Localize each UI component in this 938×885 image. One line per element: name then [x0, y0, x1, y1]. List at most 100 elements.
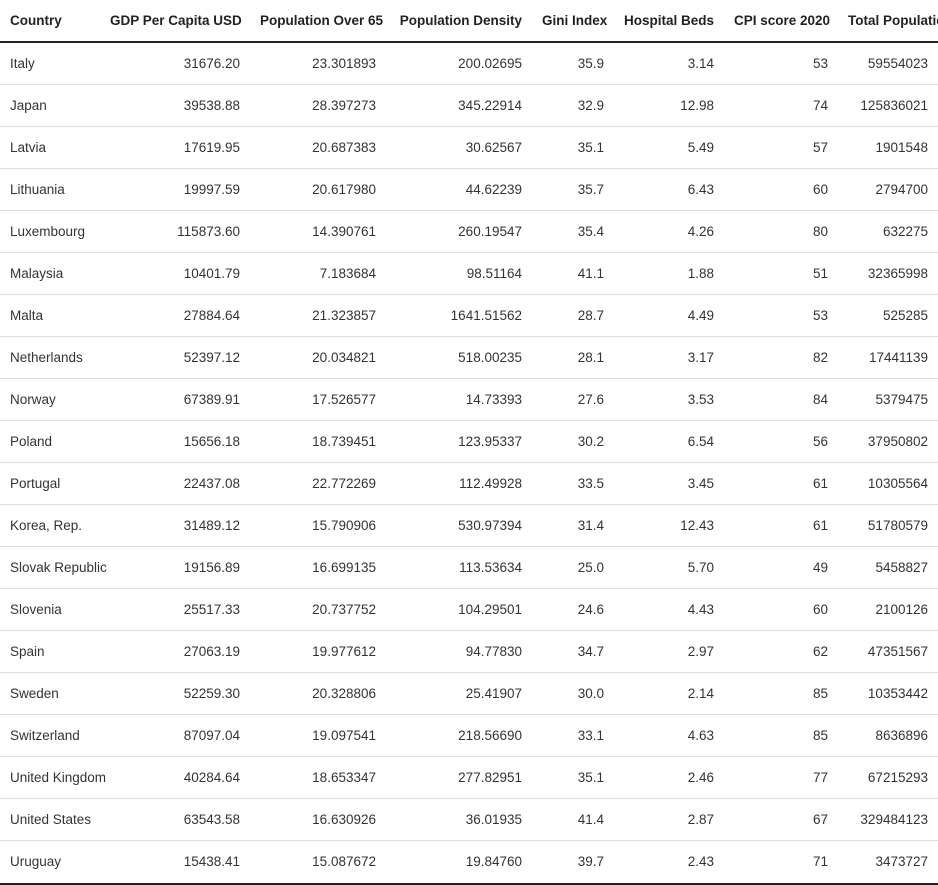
column-header[interactable]: Country — [0, 0, 100, 43]
value-cell: 22437.08 — [100, 462, 250, 505]
value-cell: 28.7 — [532, 294, 614, 337]
value-cell: 67389.91 — [100, 378, 250, 421]
value-cell: 3473727 — [875, 853, 928, 869]
value-cell: 218.56690 — [386, 714, 532, 757]
column-header[interactable]: Population Density — [386, 0, 532, 43]
table-row: Sweden 52259.30 20.328806 25.41907 30.0 2.14 8… — [0, 672, 938, 715]
value-cell: 33.1 — [532, 714, 614, 757]
value-cell: 518.00235 — [386, 336, 532, 379]
value-cell: 112.49928 — [386, 462, 532, 505]
value-cell: 113.53634 — [386, 546, 532, 589]
column-header[interactable]: Hospital Beds — [614, 0, 724, 43]
value-cell: 6.54 — [614, 420, 724, 463]
value-cell: 200.02695 — [386, 42, 532, 85]
value-cell: 60 — [724, 588, 838, 631]
table-row: Slovenia 25517.33 20.737752 104.29501 24.6 4.… — [0, 588, 938, 631]
value-cell: 2794700 — [838, 168, 938, 211]
value-cell: 36.01935 — [386, 798, 532, 841]
country-cell: United Kingdom — [0, 756, 106, 799]
value-cell: 10401.79 — [100, 252, 250, 295]
value-cell: 53 — [724, 42, 838, 85]
value-cell: 2.43 — [687, 853, 714, 869]
country-cell: Korea, Rep. — [0, 504, 100, 547]
value-cell: 15.790906 — [250, 504, 386, 547]
value-cell: 33.5 — [532, 462, 614, 505]
column-header[interactable]: Population Over 65 — [250, 0, 386, 43]
column-header[interactable]: GDP Per Capita USD — [100, 0, 250, 43]
value-cell: 5458827 — [838, 546, 938, 589]
table-row: United States 63543.58 16.630926 36.01935 41… — [0, 798, 938, 841]
value-cell: 3.45 — [614, 462, 724, 505]
value-cell: 35.1 — [532, 126, 614, 169]
value-cell: 87097.04 — [100, 714, 250, 757]
value-cell: 2.87 — [614, 798, 724, 841]
column-header[interactable]: Gini Index — [532, 0, 614, 43]
table-row: Portugal 22437.08 22.772269 112.49928 33.5 3.… — [0, 462, 938, 505]
column-header[interactable]: Total Population — [838, 0, 938, 43]
value-cell: 10305564 — [838, 462, 938, 505]
table-row: Netherlands 52397.12 20.034821 518.00235 28.… — [0, 336, 938, 379]
value-cell: 4.26 — [614, 210, 724, 253]
value-cell: 5379475 — [838, 378, 938, 421]
value-cell: 47351567 — [838, 630, 938, 673]
value-cell: 84 — [724, 378, 838, 421]
table-row: Switzerland 87097.04 19.097541 218.56690 33.… — [0, 714, 938, 757]
value-cell: 67215293 — [838, 756, 938, 799]
value-cell: 125836021 — [838, 84, 938, 127]
country-cell: Slovak Republic — [0, 546, 107, 589]
value-cell: 30.0 — [532, 672, 614, 715]
table-row: Malaysia 10401.79 7.183684 98.51164 41.1 1.88… — [0, 252, 938, 295]
value-cell: 4.63 — [614, 714, 724, 757]
country-cell: Italy — [0, 42, 100, 85]
value-cell: 80 — [724, 210, 838, 253]
value-cell: 40284.64 — [100, 756, 250, 799]
value-cell: 260.19547 — [386, 210, 532, 253]
value-cell: 12.98 — [614, 84, 724, 127]
value-cell: 3.17 — [614, 336, 724, 379]
value-cell: 15.087672 — [312, 853, 376, 869]
value-cell: 62 — [724, 630, 838, 673]
value-cell: 18.653347 — [250, 756, 386, 799]
value-cell: 82 — [724, 336, 838, 379]
value-cell: 94.77830 — [386, 630, 532, 673]
value-cell: 37950802 — [838, 420, 938, 463]
value-cell: 30.2 — [532, 420, 614, 463]
table-row: Lithuania 19997.59 20.617980 44.62239 35.7 6.… — [0, 168, 938, 211]
table-row: Poland 15656.18 18.739451 123.95337 30.2 6.54… — [0, 420, 938, 463]
value-cell: 39.7 — [577, 853, 604, 869]
value-cell: 49 — [724, 546, 838, 589]
value-cell: 4.49 — [614, 294, 724, 337]
value-cell: 20.737752 — [250, 588, 386, 631]
value-cell: 5.70 — [614, 546, 724, 589]
value-cell: 51780579 — [838, 504, 938, 547]
table-row: Uruguay 15438.41 15.087672 19.84760 39.7 2.43… — [0, 840, 938, 882]
value-cell: 27063.19 — [100, 630, 250, 673]
country-cell: Poland — [0, 420, 100, 463]
value-cell: 19.977612 — [250, 630, 386, 673]
value-cell: 28.397273 — [250, 84, 386, 127]
value-cell: 17619.95 — [100, 126, 250, 169]
value-cell: 85 — [724, 714, 838, 757]
value-cell: 2.14 — [614, 672, 724, 715]
value-cell: 22.772269 — [250, 462, 386, 505]
value-cell: 4.43 — [614, 588, 724, 631]
value-cell: 1901548 — [838, 126, 938, 169]
table-header: Country GDP Per Capita USD Population Over… — [0, 0, 938, 43]
table-body: Italy 31676.20 23.301893 200.02695 35.9 3.14 5… — [0, 42, 938, 882]
value-cell: 31676.20 — [100, 42, 250, 85]
value-cell: 35.1 — [532, 756, 614, 799]
value-cell: 52397.12 — [100, 336, 250, 379]
value-cell: 7.183684 — [250, 252, 386, 295]
value-cell: 57 — [724, 126, 838, 169]
value-cell: 329484123 — [838, 798, 938, 841]
value-cell: 1641.51562 — [386, 294, 532, 337]
value-cell: 41.1 — [532, 252, 614, 295]
value-cell: 123.95337 — [386, 420, 532, 463]
country-cell: Latvia — [0, 126, 100, 169]
value-cell: 61 — [724, 462, 838, 505]
value-cell: 2.97 — [614, 630, 724, 673]
value-cell: 71 — [812, 853, 828, 869]
country-cell: United States — [0, 798, 100, 841]
value-cell: 61 — [724, 504, 838, 547]
column-header[interactable]: CPI score 2020 — [724, 0, 838, 43]
